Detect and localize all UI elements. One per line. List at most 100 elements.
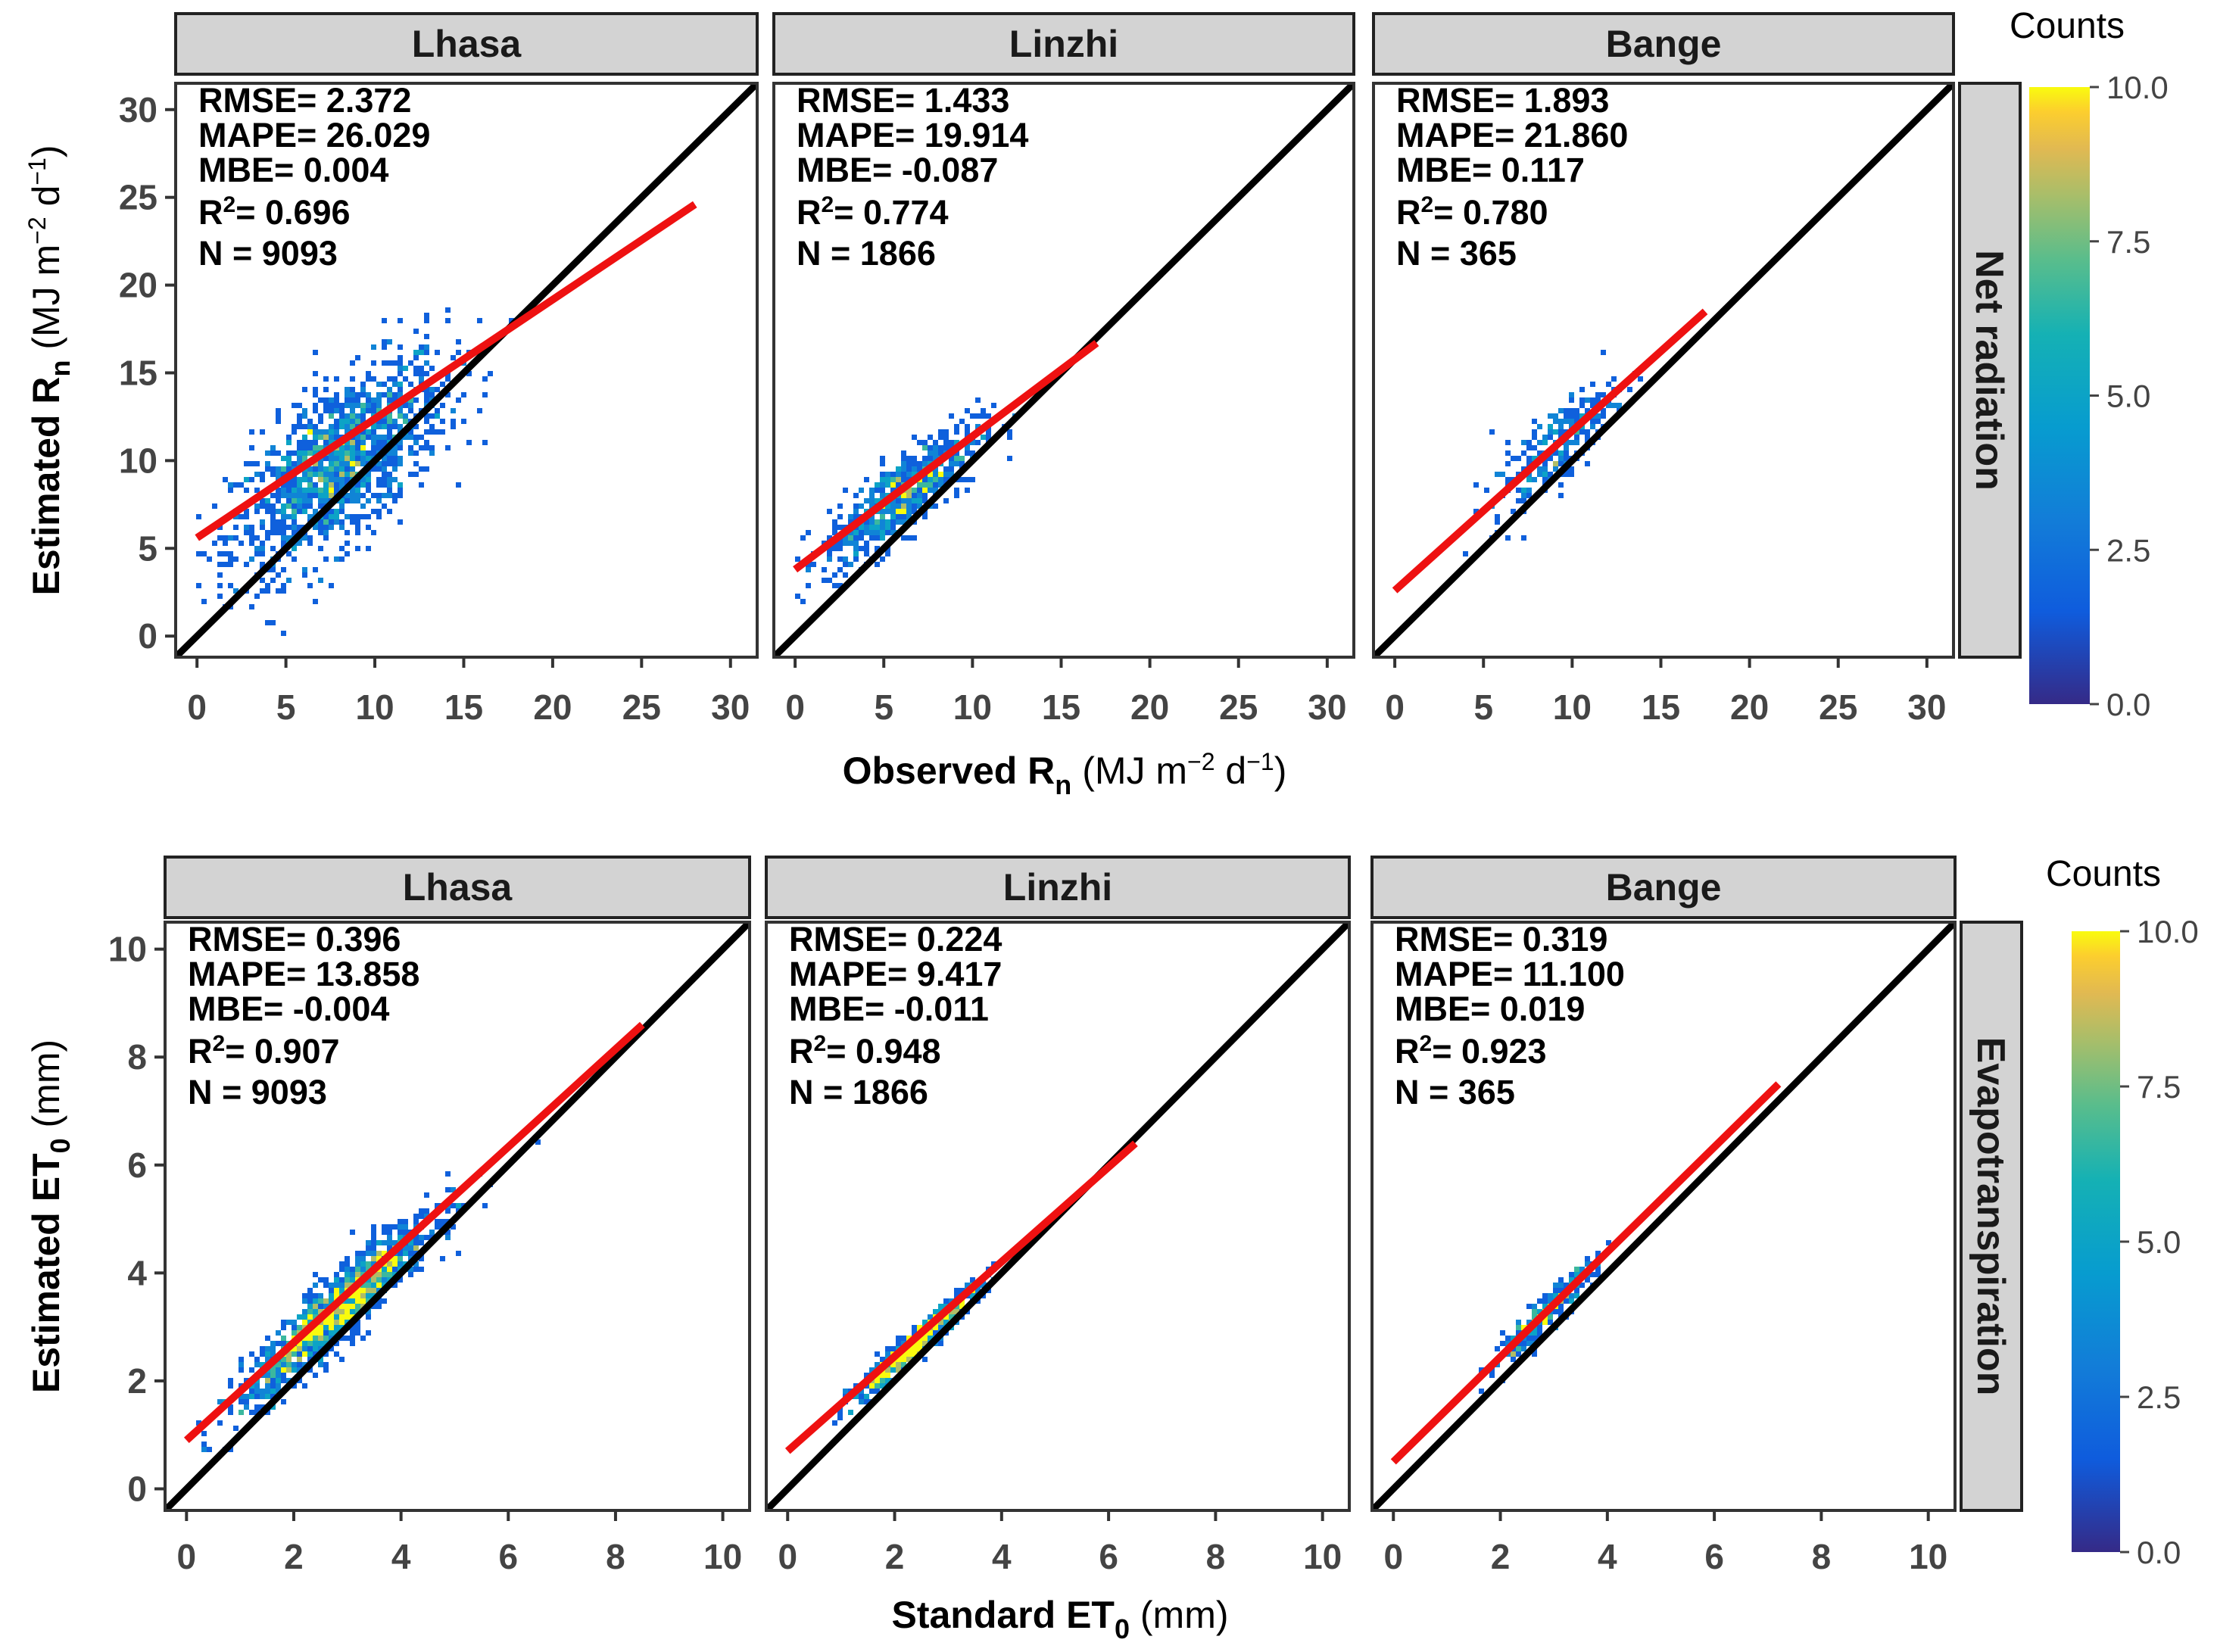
- density-cell: [376, 498, 382, 503]
- x-tick-label: 0: [1383, 1537, 1403, 1576]
- density-cell: [376, 514, 382, 519]
- density-cell: [943, 466, 949, 472]
- density-cell: [360, 435, 366, 440]
- density-cell: [938, 1325, 943, 1330]
- mbe-label: MBE= 0.019: [1395, 990, 1585, 1028]
- density-cell: [848, 1410, 853, 1415]
- density-cell: [196, 551, 201, 556]
- density-cell: [1574, 413, 1579, 419]
- density-cell: [270, 445, 276, 450]
- density-cell: [360, 482, 366, 488]
- density-cell: [392, 360, 398, 366]
- mape-label: MAPE= 11.100: [1395, 955, 1625, 993]
- density-cell: [890, 509, 896, 514]
- density-cell: [1542, 1293, 1548, 1298]
- density-cell: [265, 535, 270, 541]
- density-cell: [329, 413, 334, 419]
- density-cell: [286, 1362, 292, 1367]
- density-cell: [387, 360, 392, 366]
- density-cell: [429, 424, 435, 429]
- density-cell: [313, 525, 318, 530]
- x-tick-label: 2: [885, 1537, 905, 1576]
- density-cell: [837, 546, 843, 551]
- density-cell: [323, 477, 329, 482]
- density-cell: [419, 371, 424, 376]
- one-to-one-line: [165, 922, 750, 1510]
- density-cell: [392, 477, 398, 482]
- density-cell: [848, 519, 853, 525]
- density-cell: [922, 1357, 928, 1362]
- row-strip-label: Net radiation: [1967, 250, 2011, 491]
- density-cell: [249, 1394, 254, 1399]
- density-cell: [286, 450, 292, 456]
- density-cell: [382, 503, 387, 509]
- density-cell: [239, 1367, 244, 1373]
- density-cell: [1558, 1288, 1564, 1293]
- density-cell: [276, 1362, 281, 1367]
- r2-value: = 0.923: [1432, 1032, 1546, 1071]
- density-cell: [859, 535, 864, 541]
- density-cell: [424, 466, 429, 472]
- mbe-label: MBE= -0.087: [797, 151, 998, 189]
- density-cell: [1595, 397, 1601, 403]
- density-cell: [392, 1224, 398, 1230]
- density-cell: [360, 1283, 366, 1288]
- density-cell: [901, 498, 906, 503]
- density-cell: [419, 482, 424, 488]
- density-cell: [307, 466, 313, 472]
- density-cell: [906, 514, 912, 519]
- density-cell: [371, 1245, 376, 1251]
- density-cell: [880, 530, 885, 535]
- density-cell: [408, 382, 413, 387]
- density-cell: [938, 450, 943, 456]
- density-cell: [302, 1351, 307, 1357]
- density-cell: [387, 450, 392, 456]
- density-cell: [869, 519, 875, 525]
- density-cell: [896, 1357, 901, 1362]
- density-cell: [366, 525, 371, 530]
- density-cell: [313, 599, 318, 604]
- density-cell: [954, 456, 959, 461]
- density-cell: [281, 456, 286, 461]
- density-cell: [254, 472, 260, 477]
- density-cell: [896, 1367, 901, 1373]
- r2-prefix: R: [1396, 193, 1421, 232]
- row-strip: [1960, 921, 2023, 1512]
- density-cell: [445, 445, 451, 450]
- density-cell: [943, 477, 949, 482]
- density-cell: [297, 482, 302, 488]
- density-cell: [244, 461, 249, 466]
- density-cell: [329, 1293, 334, 1298]
- density-cell: [413, 435, 419, 440]
- density-cell: [387, 1224, 392, 1230]
- y-title-main: Estimated ET: [25, 1153, 67, 1393]
- density-cell: [1516, 1320, 1521, 1325]
- density-cell: [413, 1267, 419, 1272]
- density-cell: [228, 583, 233, 588]
- r2-label: R2= 0.948: [789, 1031, 941, 1071]
- density-cell: [859, 525, 864, 530]
- density-cell: [408, 1267, 413, 1272]
- density-cell: [270, 1341, 276, 1346]
- density-cell: [875, 519, 880, 525]
- x-tick-label: 8: [1206, 1537, 1226, 1576]
- density-cell: [933, 472, 938, 477]
- density-cell: [1521, 1341, 1526, 1346]
- density-cell: [345, 403, 350, 408]
- density-cell: [371, 403, 376, 408]
- density-cell: [853, 556, 859, 562]
- density-cell: [286, 535, 292, 541]
- density-cell: [413, 1245, 419, 1251]
- density-cell: [959, 456, 965, 461]
- density-cell: [201, 1431, 207, 1436]
- x-tick-label: 30: [1907, 687, 1946, 727]
- strip-header: [1370, 856, 1957, 919]
- density-cell: [965, 408, 970, 413]
- density-cell: [281, 1362, 286, 1367]
- density-cell: [270, 620, 276, 625]
- density-cell: [302, 1362, 307, 1367]
- density-cell: [360, 413, 366, 419]
- density-cell: [1569, 1272, 1574, 1277]
